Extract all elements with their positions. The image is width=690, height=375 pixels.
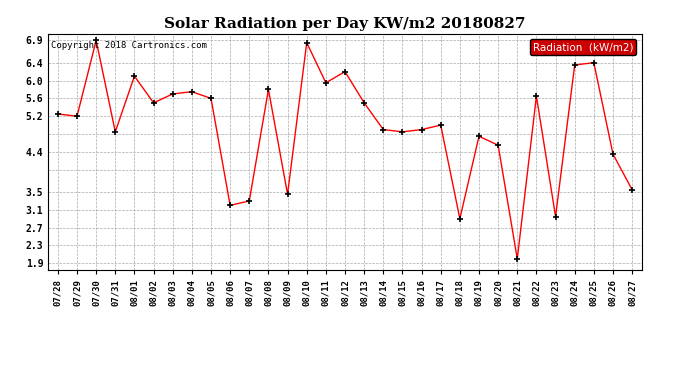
Title: Solar Radiation per Day KW/m2 20180827: Solar Radiation per Day KW/m2 20180827 [164,17,526,31]
Legend: Radiation  (kW/m2): Radiation (kW/m2) [530,39,636,55]
Text: Copyright 2018 Cartronics.com: Copyright 2018 Cartronics.com [51,41,207,50]
